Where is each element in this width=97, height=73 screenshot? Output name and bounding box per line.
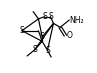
Text: S: S — [32, 45, 37, 54]
Text: S: S — [48, 12, 53, 21]
Text: S: S — [45, 46, 50, 55]
Text: O: O — [67, 31, 73, 40]
Text: S: S — [42, 12, 47, 21]
Text: S: S — [40, 32, 45, 41]
Text: NH₂: NH₂ — [69, 15, 84, 25]
Text: S: S — [19, 26, 24, 35]
